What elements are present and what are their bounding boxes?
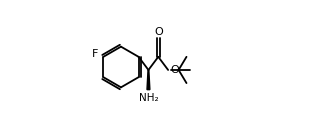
Text: NH₂: NH₂ — [138, 93, 158, 103]
Text: O: O — [154, 27, 163, 37]
Text: O: O — [170, 65, 179, 75]
Polygon shape — [147, 70, 150, 90]
Text: F: F — [92, 49, 99, 59]
